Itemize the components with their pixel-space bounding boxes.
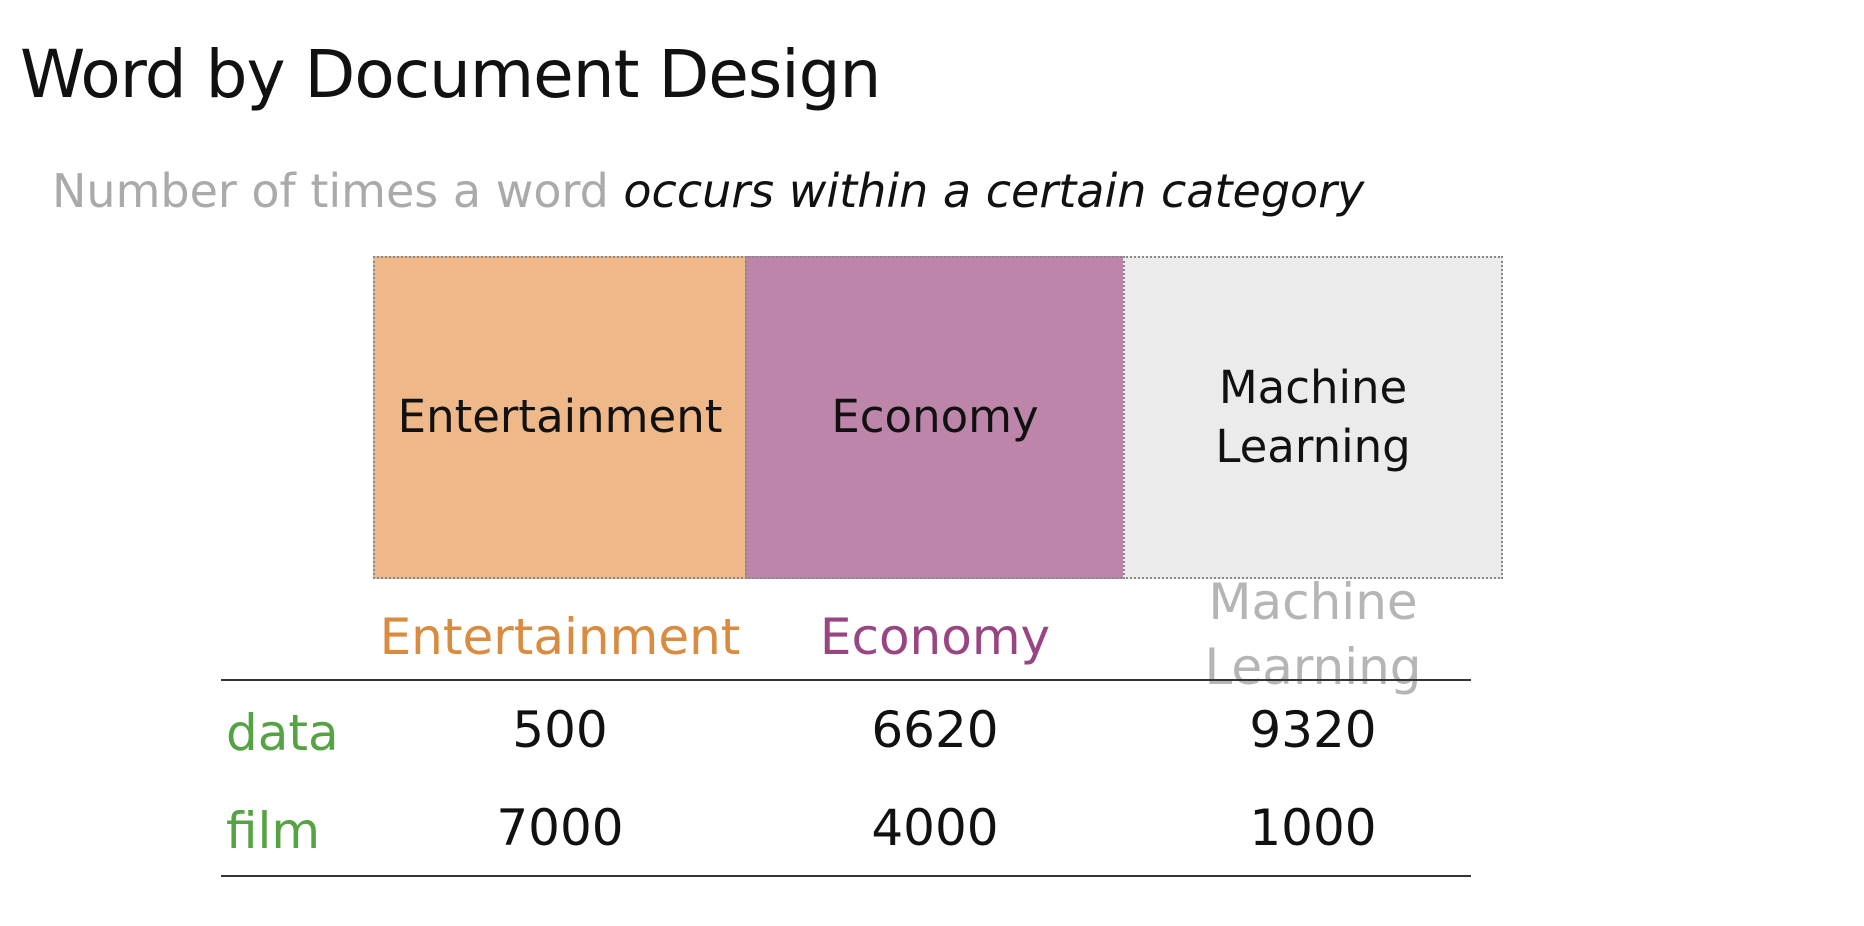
category-box-label: Machine Learning xyxy=(1215,361,1411,473)
column-header-economy: Economy xyxy=(745,606,1125,669)
table-top-rule xyxy=(221,679,1471,681)
column-header-entertainment: Entertainment xyxy=(373,606,747,669)
table-bottom-rule xyxy=(221,875,1471,877)
table-cell-data-economy: 6620 xyxy=(871,701,999,759)
table-cell-film-economy: 4000 xyxy=(871,799,999,857)
slide-subtitle: Number of times a word occurs within a c… xyxy=(52,168,1364,214)
subtitle-plain-text: Number of times a word xyxy=(52,164,609,218)
category-box-machine-learning: Machine Learning xyxy=(1123,256,1503,579)
subtitle-emphasis-text: occurs within a certain category xyxy=(623,164,1365,218)
table-cell-data-machine-learning: 9320 xyxy=(1249,701,1377,759)
table-cell-data-entertainment: 500 xyxy=(512,701,608,759)
category-box-label: Entertainment xyxy=(397,390,723,444)
row-label-data: data xyxy=(226,704,339,762)
column-header-label: Machine Learning xyxy=(1204,573,1422,696)
column-header-label: Entertainment xyxy=(379,608,741,666)
slide-title: Word by Document Design xyxy=(20,36,881,113)
row-label-film: film xyxy=(226,802,321,860)
table-cell-film-machine-learning: 1000 xyxy=(1249,799,1377,857)
table-cell-film-entertainment: 7000 xyxy=(496,799,624,857)
category-box-entertainment: Entertainment xyxy=(373,256,747,579)
category-box-economy: Economy xyxy=(745,256,1125,579)
category-box-label: Economy xyxy=(831,390,1039,444)
column-header-label: Economy xyxy=(819,608,1051,666)
column-header-machine-learning: Machine Learning xyxy=(1123,570,1503,700)
